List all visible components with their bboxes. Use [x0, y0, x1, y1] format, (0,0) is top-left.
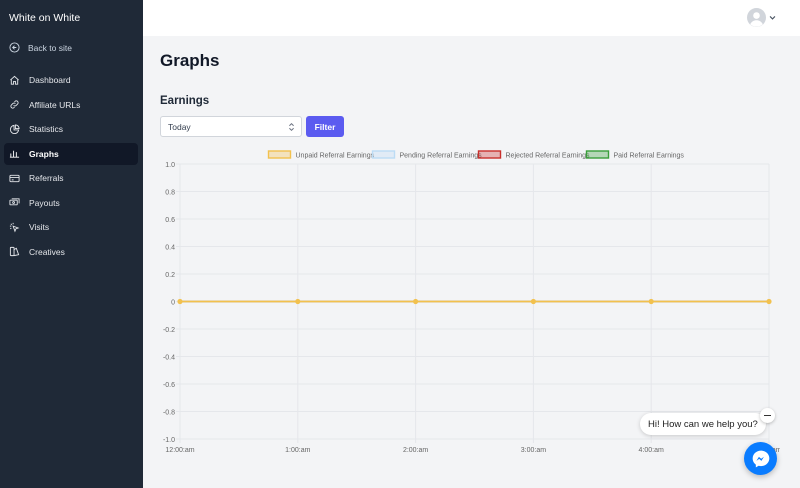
x-tick-label: 2:00:am — [403, 447, 428, 454]
sidebar-item-label: Dashboard — [29, 75, 71, 85]
sidebar-item-affiliate-urls[interactable]: Affiliate URLs — [4, 94, 138, 116]
sidebar-item-label: Referrals — [29, 173, 64, 183]
sidebar-item-creatives[interactable]: Creatives — [4, 241, 138, 263]
legend-label: Unpaid Referral Earnings — [296, 153, 375, 160]
top-bar — [143, 0, 800, 36]
cash-icon — [9, 198, 20, 206]
data-point — [295, 298, 301, 305]
legend-label: Paid Referral Earnings — [614, 153, 685, 160]
legend-item: Pending Referral Earnings — [371, 150, 483, 160]
date-range-value: Today — [168, 121, 191, 132]
messenger-icon — [752, 450, 769, 467]
sidebar-nav: Dashboard Affiliate URLs Statistics Grap… — [4, 69, 138, 265]
y-tick-label: -0.4 — [163, 355, 175, 362]
sidebar-item-referrals[interactable]: Referrals — [4, 167, 138, 189]
page-title: Graphs — [160, 51, 220, 70]
chat-greeting-bubble[interactable]: Hi! How can we help you? — [640, 413, 766, 435]
x-tick-label: 4:00:am — [639, 447, 664, 454]
y-tick-label: -0.6 — [163, 382, 175, 389]
y-tick-label: -1.0 — [163, 437, 175, 444]
arrow-left-circle-icon — [9, 42, 20, 53]
sidebar-item-visits[interactable]: Visits — [4, 216, 138, 238]
link-icon — [10, 100, 19, 109]
y-tick-label: 0 — [171, 300, 175, 307]
legend-item: Unpaid Referral Earnings — [267, 150, 375, 160]
chevron-down-icon — [769, 16, 776, 20]
earnings-line-chart: 1.0 0.8 0.6 0.4 0.2 0 -0.2 -0.4 -0.6 -0.8 -1.0 12:0… — [163, 150, 780, 454]
legend-label: Rejected Referral Earnings — [506, 153, 591, 160]
sidebar-item-label: Payouts — [29, 197, 60, 208]
sidebar: White on White Back to site Dashboard Af… — [0, 0, 143, 488]
bar-chart-icon — [9, 150, 20, 158]
sidebar-item-dashboard[interactable]: Dashboard — [4, 69, 138, 91]
date-range-select[interactable]: Today — [160, 116, 302, 137]
legend-item: Paid Referral Earnings — [585, 150, 685, 160]
y-tick-label: -0.8 — [163, 410, 175, 417]
y-tick-label: 0.2 — [165, 272, 175, 279]
data-point — [530, 298, 536, 305]
select-arrows-icon — [289, 122, 294, 132]
legend-swatch — [477, 150, 502, 159]
section-title: Earnings — [160, 95, 210, 107]
legend-swatch — [267, 150, 292, 159]
y-tick-label: 0.6 — [165, 217, 175, 224]
y-tick-label: 0.8 — [165, 190, 175, 197]
data-point — [413, 298, 419, 305]
sidebar-item-statistics[interactable]: Statistics — [4, 118, 138, 140]
x-tick-label: 1:00:am — [285, 447, 310, 454]
data-point — [766, 298, 772, 305]
creatives-icon — [9, 246, 20, 257]
user-avatar-icon — [747, 8, 766, 27]
back-to-site-label: Back to site — [28, 42, 72, 53]
legend-swatch — [585, 150, 610, 159]
x-tick-label: 3:00:am — [521, 447, 546, 454]
legend-swatch — [371, 150, 396, 159]
y-tick-label: -0.2 — [163, 327, 175, 334]
sidebar-item-label: Creatives — [29, 246, 65, 257]
credit-card-icon — [9, 174, 20, 182]
home-icon — [10, 75, 19, 85]
site-title: White on White — [9, 12, 81, 24]
data-point — [177, 298, 183, 305]
cursor-click-icon — [9, 222, 20, 232]
chat-minimize-button[interactable] — [760, 408, 775, 423]
x-tick-label: 12:00:am — [165, 447, 194, 454]
data-point — [648, 298, 654, 305]
sidebar-item-label: Graphs — [29, 148, 59, 159]
filter-button[interactable]: Filter — [306, 116, 344, 137]
sidebar-item-payouts[interactable]: Payouts — [4, 192, 138, 214]
sidebar-item-graphs[interactable]: Graphs — [4, 142, 138, 165]
y-tick-label: 0.4 — [165, 245, 175, 252]
sidebar-item-label: Statistics — [29, 124, 64, 134]
sidebar-item-label: Visits — [29, 222, 50, 232]
legend-label: Pending Referral Earnings — [400, 153, 483, 160]
y-tick-label: 1.0 — [165, 162, 175, 169]
pie-chart-icon — [10, 123, 20, 134]
messenger-launcher-button[interactable] — [744, 442, 777, 475]
back-to-site-link[interactable]: Back to site — [9, 42, 72, 53]
legend-item: Rejected Referral Earnings — [477, 150, 591, 160]
sidebar-item-label: Affiliate URLs — [29, 99, 81, 110]
user-menu-button[interactable] — [747, 8, 776, 27]
